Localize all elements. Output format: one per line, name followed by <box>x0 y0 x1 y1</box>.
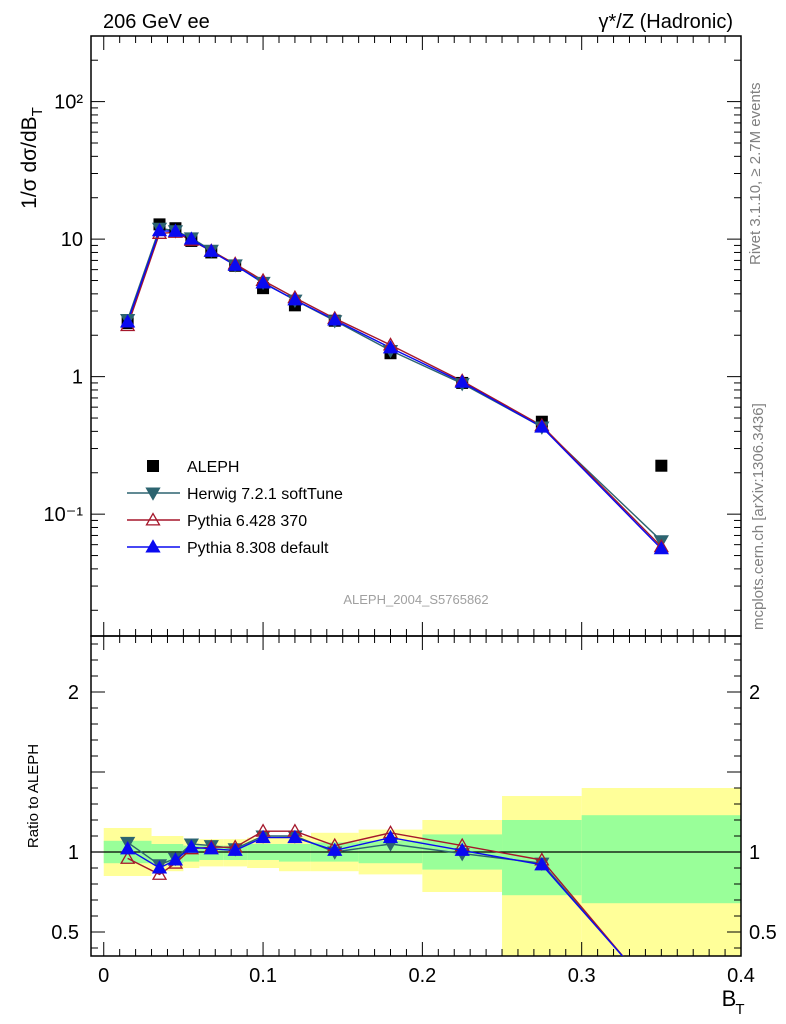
legend-entry: Pythia 6.428 370 <box>187 513 307 530</box>
ratio-point <box>255 829 271 844</box>
ratio-point <box>151 866 168 880</box>
x-tick-label: 0.4 <box>727 965 755 987</box>
mc-point <box>382 340 399 354</box>
header-right-title: γ*/Z (Hadronic) <box>599 11 733 33</box>
ratio-point <box>151 860 168 874</box>
mc-point <box>287 291 303 306</box>
ratio-axes-box <box>90 635 742 957</box>
y-tick-label: 10⁻¹ <box>44 504 84 526</box>
ratio-point <box>454 842 470 856</box>
ratio-point <box>120 840 136 855</box>
ratio-point <box>167 852 184 866</box>
legend-marker <box>145 539 161 553</box>
mcplots-label: mcplots.cern.ch [arXiv:1306.3436] <box>750 403 767 630</box>
legend-entry: Herwig 7.2.1 softTune <box>187 486 343 503</box>
ratio-uncertainty-bands <box>103 788 741 956</box>
mc-point <box>327 312 343 326</box>
ratio-plot-frame: 0 0.1 0.2 0.3 0.4B T 0.5 0.5 1 1 2 2 Ratio to ALEPH <box>25 635 777 1018</box>
x-tick-label: 0.2 <box>408 965 436 987</box>
mc-point <box>227 257 243 271</box>
y-tick-label-right: 0.5 <box>749 922 777 944</box>
band-inner-bin <box>581 815 741 904</box>
ratio-point <box>534 856 550 871</box>
ratio-point <box>203 840 219 855</box>
data-point <box>655 459 668 472</box>
x-axis-label: B <box>722 986 737 1011</box>
rivet-label: Rivet 3.1.10, ≥ 2.7M events <box>747 83 764 266</box>
ratio-point <box>183 839 199 853</box>
main-plot-frame: 10² 10 1 10⁻¹ 1/σ dσ/dBT <box>18 35 742 956</box>
y-tick-label: 10² <box>54 92 83 114</box>
legend-marker <box>145 512 161 526</box>
mc-point <box>534 419 550 433</box>
y-tick-label: 2 <box>68 682 79 704</box>
ratio-point <box>120 850 136 864</box>
legend-entry: Pythia 8.308 default <box>187 540 329 557</box>
main-plot-marks <box>120 218 669 555</box>
x-tick-label: 0.1 <box>249 965 277 987</box>
legend-marker <box>145 487 161 501</box>
y-tick-label: 10 <box>61 229 83 251</box>
mc-point <box>183 231 199 245</box>
y-tick-label: 1 <box>72 367 83 389</box>
ratio-plot-marks <box>120 823 624 956</box>
mc-point <box>167 223 184 237</box>
ratio-point <box>227 842 243 856</box>
mc-point <box>454 374 470 388</box>
legend: ALEPH Herwig 7.2.1 softTune Pythia 6.428 3… <box>127 459 343 557</box>
mc-point <box>151 222 168 237</box>
x-axis-label-subscript: T <box>735 1001 744 1018</box>
mc-point <box>203 243 219 257</box>
ratio-y-axis-label: Ratio to ALEPH <box>25 744 42 848</box>
header-left-title: 206 GeV ee <box>103 11 210 33</box>
y-tick-label: 0.5 <box>51 922 79 944</box>
y-axis-label: 1/σ dσ/dBT <box>18 107 46 209</box>
y-tick-label-right: 1 <box>749 842 760 864</box>
x-tick-label: 0 <box>98 965 109 987</box>
ratio-point <box>287 829 303 844</box>
mc-point <box>120 314 136 328</box>
x-tick-label: 0.3 <box>568 965 596 987</box>
analysis-tag: ALEPH_2004_S5765862 <box>343 592 488 607</box>
ratio-point <box>382 829 399 844</box>
y-tick-label: 1 <box>68 842 79 864</box>
mc-point <box>255 275 271 289</box>
ratio-point <box>327 842 343 856</box>
y-tick-label-right: 2 <box>749 682 760 704</box>
mc-point <box>653 540 669 555</box>
legend-marker <box>147 460 159 472</box>
band-inner-bin <box>278 844 311 862</box>
legend-entry: ALEPH <box>187 459 239 476</box>
